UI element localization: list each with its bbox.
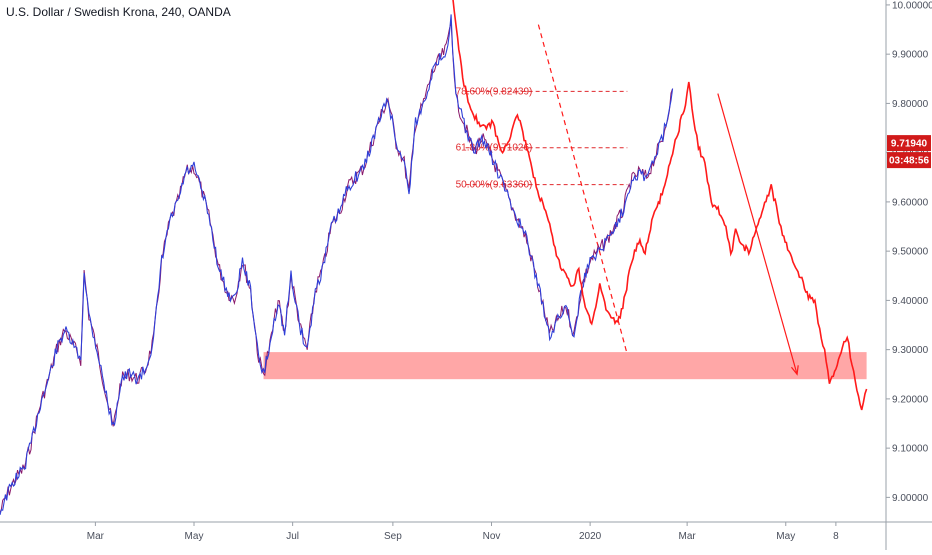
projection-series-line[interactable] xyxy=(452,0,868,411)
y-tick-label: 9.40000 xyxy=(892,296,929,307)
y-tick-label: 9.50000 xyxy=(892,247,929,258)
price-series-shadow xyxy=(0,21,674,513)
y-tick-label: 9.60000 xyxy=(892,197,929,208)
price-series-line[interactable] xyxy=(0,14,674,516)
x-tick-label: 2020 xyxy=(579,531,602,542)
current-price-label: 9.71940 xyxy=(891,139,928,150)
fibonacci-layer: 78.60%(9.82439) 61.80%(9.71026) 50.00%(9.6… xyxy=(456,86,628,191)
fib-level-label: 50.00%(9.63360) xyxy=(456,180,533,191)
current-price-tag[interactable] xyxy=(887,135,931,152)
x-tick-label: May xyxy=(185,531,204,542)
x-tick-label: Sep xyxy=(384,531,402,542)
fib-level-label: 78.60%(9.82439) xyxy=(456,86,533,97)
trendline-layer xyxy=(537,24,628,355)
x-tick-label: Mar xyxy=(87,531,105,542)
y-tick-label: 10.00000 xyxy=(892,0,932,11)
countdown-label: 03:48:56 xyxy=(889,156,929,167)
y-tick-label: 9.00000 xyxy=(892,493,929,504)
x-tick-label: May xyxy=(776,531,795,542)
y-tick-label: 9.80000 xyxy=(892,99,929,110)
y-tick-label: 9.90000 xyxy=(892,50,929,61)
projection-arrow-line[interactable] xyxy=(717,93,798,375)
support-zone-rect[interactable] xyxy=(263,352,867,380)
y-tick-label: 9.30000 xyxy=(892,345,929,356)
arrow-layer xyxy=(717,93,799,376)
series-layer xyxy=(0,0,868,516)
x-tick-label: Mar xyxy=(679,531,697,542)
x-tick-label: Nov xyxy=(483,531,501,542)
dashed-trend-line[interactable] xyxy=(537,24,628,355)
y-tick-label: 9.20000 xyxy=(892,394,929,405)
support-zone-layer xyxy=(263,352,867,380)
x-tick-label: Jul xyxy=(286,531,299,542)
chart-title: U.S. Dollar / Swedish Krona, 240, OANDA xyxy=(6,5,231,19)
x-tick-label: 8 xyxy=(833,531,839,542)
projection-arrow-head xyxy=(790,365,799,376)
countdown-tag xyxy=(887,152,931,169)
y-tick-label: 9.10000 xyxy=(892,444,929,455)
fib-level-label: 61.80%(9.71026) xyxy=(456,143,533,154)
